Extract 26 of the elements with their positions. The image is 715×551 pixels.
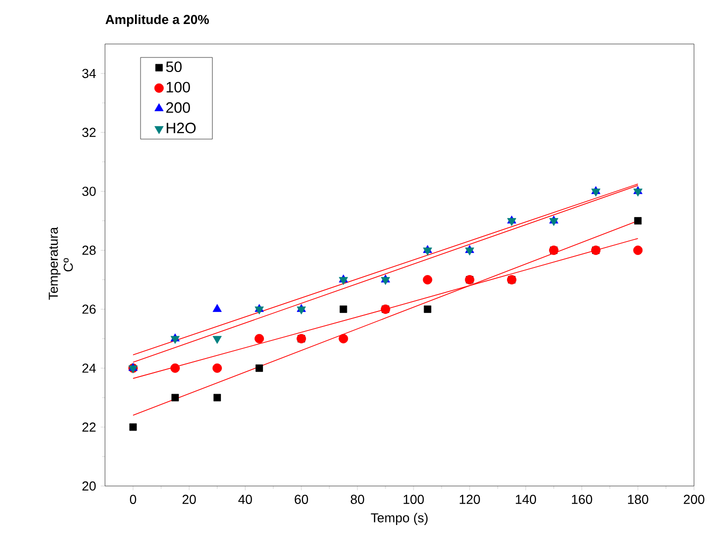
y-tick-label: 26 xyxy=(82,304,96,314)
y-axis-title: Temperatura Cº xyxy=(48,227,73,300)
x-tick-label: 200 xyxy=(684,494,704,504)
y-tick-label: 24 xyxy=(82,364,96,373)
y-tick-label: 22 xyxy=(82,422,96,432)
x-tick-label: 80 xyxy=(350,494,364,504)
legend-label: 50 xyxy=(166,61,182,72)
x-tick-label: 40 xyxy=(238,494,252,504)
y-tick-label: 20 xyxy=(82,481,96,491)
legend-label: 100 xyxy=(166,82,190,92)
x-tick-label: 20 xyxy=(182,494,196,504)
legend-label: 200 xyxy=(166,102,190,113)
chart-title: Amplitude a 20% xyxy=(106,14,209,27)
x-tick-label: 100 xyxy=(404,494,424,504)
y-tick-label: 32 xyxy=(82,128,96,137)
x-tick-label: 160 xyxy=(572,494,592,504)
legend-label: H2O xyxy=(166,122,196,134)
x-tick-label: 0 xyxy=(130,494,136,504)
y-tick-label: 30 xyxy=(82,186,96,196)
x-tick-label: 60 xyxy=(294,494,308,504)
x-tick-label: 180 xyxy=(628,494,648,504)
y-tick-label: 34 xyxy=(82,68,96,78)
x-tick-label: 120 xyxy=(460,494,480,504)
y-tick-label: 28 xyxy=(82,246,96,255)
x-axis-title: Tempo (s) xyxy=(370,512,428,525)
x-tick-label: 140 xyxy=(516,494,536,504)
